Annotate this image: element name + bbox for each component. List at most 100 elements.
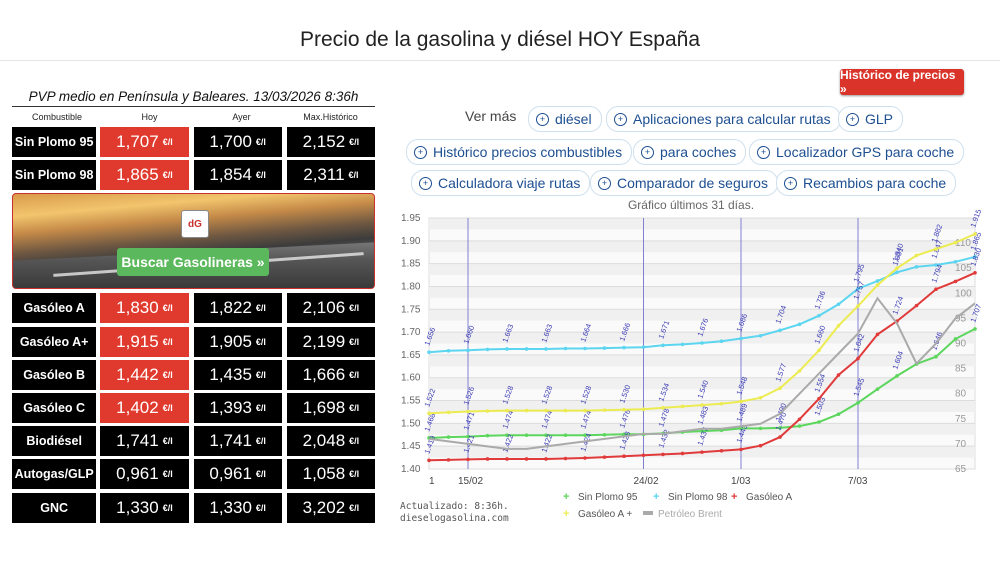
data-point-gasoleoAplus bbox=[836, 323, 841, 328]
price-max: 3,202 €/l bbox=[286, 492, 376, 523]
data-point-gasoleoA bbox=[817, 396, 821, 401]
unit-label: €/l bbox=[162, 303, 173, 314]
link-calculadora-viaje-rutas[interactable]: + Calculadora viaje rutas bbox=[411, 170, 591, 196]
price-hoy: 1,865 €/l bbox=[100, 160, 189, 191]
price-ayer: 0,961 €/l bbox=[193, 459, 282, 490]
unit-label: €/l bbox=[349, 303, 360, 314]
grid-band bbox=[429, 240, 975, 253]
data-point-sp95 bbox=[934, 354, 938, 359]
price-hoy-value: 0,961 bbox=[116, 464, 159, 484]
unit-label: €/l bbox=[349, 436, 360, 447]
data-point-gasoleoAplus bbox=[817, 348, 821, 353]
historico-precios-button[interactable]: Histórico de precios » bbox=[840, 68, 964, 96]
plus-circle-icon: + bbox=[846, 112, 859, 126]
data-point-gasoleoAplus bbox=[953, 240, 958, 245]
data-label-gasoleoAplus: 1.915 bbox=[968, 210, 983, 229]
y2-tick-label: 95 bbox=[955, 313, 967, 324]
data-point-sp98 bbox=[817, 313, 821, 318]
fuel-row-gasoleo-a[interactable]: Gasóleo A 1,830 €/l 1,822 €/l 2,106 €/l bbox=[12, 293, 376, 324]
link-recambios-para-coche[interactable]: + Recambios para coche bbox=[776, 170, 957, 196]
data-point-gasoleoA bbox=[719, 448, 724, 453]
unit-label: €/l bbox=[162, 137, 173, 147]
data-point-gasoleoAplus bbox=[797, 369, 802, 373]
buscar-gasolineras-button[interactable]: Buscar Gasolineras » bbox=[117, 248, 269, 277]
fuel-name[interactable]: Autogas/GLP bbox=[12, 459, 97, 490]
fuel-row-autogas-glp[interactable]: Autogas/GLP 0,961 €/l 0,961 €/l 1,058 €/l bbox=[12, 459, 376, 490]
data-point-sp98 bbox=[758, 333, 763, 338]
footnote-updated: Actualizado: 8:36h. bbox=[400, 501, 509, 512]
data-point-sp95 bbox=[836, 412, 841, 417]
data-point-gasoleoAplus bbox=[446, 410, 451, 415]
ver-mas-label: Ver más bbox=[465, 108, 517, 124]
fuel-row-sin-plomo-95[interactable]: Sin Plomo 95 1,707 €/l 1,700 €/l 2,152 €/l bbox=[12, 127, 376, 157]
data-point-sp98 bbox=[466, 348, 470, 353]
fuel-row-gasoleo-b[interactable]: Gasóleo B 1,442 €/l 1,435 €/l 1,666 €/l bbox=[12, 359, 376, 390]
link-label: Calculadora viaje rutas bbox=[438, 175, 581, 191]
fuel-name[interactable]: Gasóleo C bbox=[12, 392, 97, 423]
price-hoy-value: 1,741 bbox=[116, 431, 159, 451]
link-comparador-de-seguros[interactable]: + Comparador de seguros bbox=[590, 170, 778, 196]
data-point-sp98 bbox=[797, 322, 802, 327]
fuel-row-gnc[interactable]: GNC 1,330 €/l 1,330 €/l 3,202 €/l bbox=[12, 492, 376, 523]
link-diesel[interactable]: + diésel bbox=[528, 106, 602, 132]
fuel-row-biodiesel[interactable]: Biodiésel 1,741 €/l 1,741 €/l 2,048 €/l bbox=[12, 426, 376, 457]
price-ayer-value: 1,700 bbox=[209, 132, 252, 151]
fuel-name[interactable]: GNC bbox=[12, 492, 97, 523]
x-tick-label: 7/03 bbox=[848, 476, 868, 487]
fuel-name[interactable]: Sin Plomo 95 bbox=[12, 127, 97, 157]
data-point-sp98 bbox=[934, 263, 938, 267]
data-point-sp95 bbox=[485, 433, 490, 438]
data-point-gasoleoA bbox=[778, 435, 782, 439]
data-point-gasoleoAplus bbox=[524, 408, 529, 413]
data-point-gasoleoA bbox=[485, 457, 490, 461]
data-point-gasoleoAplus bbox=[973, 232, 977, 236]
data-point-sp95 bbox=[739, 426, 743, 431]
data-point-sp98 bbox=[973, 254, 977, 259]
price-max: 2,152 €/l bbox=[286, 127, 376, 157]
fuel-row-gasoleo-a[interactable]: Gasóleo A+ 1,915 €/l 1,905 €/l 2,199 €/l bbox=[12, 326, 376, 357]
unit-label: €/l bbox=[348, 170, 359, 181]
y2-tick-label: 65 bbox=[955, 464, 967, 475]
link-label: para coches bbox=[660, 144, 737, 160]
y-tick-label: 1.50 bbox=[401, 418, 421, 429]
link-glp[interactable]: + GLP bbox=[838, 106, 904, 132]
fuel-name[interactable]: Gasóleo A bbox=[12, 293, 97, 324]
fuel-name[interactable]: Gasóleo A+ bbox=[12, 326, 97, 357]
link-localizador-gps-para-coche[interactable]: + Localizador GPS para coche bbox=[749, 139, 965, 165]
data-point-sp98 bbox=[583, 346, 587, 351]
data-point-sp95 bbox=[875, 387, 880, 391]
unit-label: €/l bbox=[162, 369, 173, 380]
price-ayer-value: 1,435 bbox=[209, 364, 252, 384]
link-label: Aplicaciones para calcular rutas bbox=[633, 111, 831, 127]
price-max: 1,666 €/l bbox=[286, 359, 376, 390]
data-point-gasoleoAplus bbox=[583, 408, 587, 413]
x-tick-label: 1/03 bbox=[731, 476, 751, 487]
link-aplicaciones-para-calcular-rutas[interactable]: + Aplicaciones para calcular rutas bbox=[606, 106, 841, 132]
price-hoy: 1,330 €/l bbox=[100, 492, 189, 523]
buscar-gasolineras-banner[interactable]: dG Buscar Gasolineras » bbox=[12, 193, 375, 290]
legend-label-brent: Petróleo Brent bbox=[658, 509, 722, 520]
fuel-row-sin-plomo-98[interactable]: Sin Plomo 98 1,865 €/l 1,854 €/l 2,311 €/l bbox=[12, 160, 376, 191]
y2-tick-label: 80 bbox=[955, 389, 967, 400]
unit-label: €/l bbox=[255, 469, 266, 480]
data-point-gasoleoAplus bbox=[466, 409, 470, 414]
y-tick-label: 1.75 bbox=[401, 304, 421, 315]
data-point-sp98 bbox=[719, 339, 724, 344]
link-para-coches[interactable]: + para coches bbox=[633, 139, 747, 165]
fuel-name[interactable]: Biodiésel bbox=[12, 426, 97, 457]
fuel-name[interactable]: Gasóleo B bbox=[12, 359, 97, 390]
y2-tick-label: 110 bbox=[955, 238, 971, 249]
plus-circle-icon: + bbox=[598, 176, 611, 190]
price-hoy-value: 1,330 bbox=[116, 497, 159, 517]
data-point-sp98 bbox=[778, 328, 782, 333]
link-historico-precios-combustibles[interactable]: + Histórico precios combustibles bbox=[406, 139, 633, 165]
data-point-gasoleoA bbox=[875, 332, 880, 337]
price-max-value: 2,048 bbox=[302, 431, 346, 451]
plus-circle-icon: + bbox=[784, 176, 797, 190]
fuel-name[interactable]: Sin Plomo 98 bbox=[12, 160, 97, 191]
data-point-gasoleoAplus bbox=[505, 408, 509, 413]
data-point-gasoleoAplus bbox=[622, 407, 626, 412]
fuel-row-gasoleo-c[interactable]: Gasóleo C 1,402 €/l 1,393 €/l 1,698 €/l bbox=[12, 392, 376, 423]
data-point-sp98 bbox=[700, 341, 704, 345]
data-point-sp98 bbox=[524, 347, 529, 351]
